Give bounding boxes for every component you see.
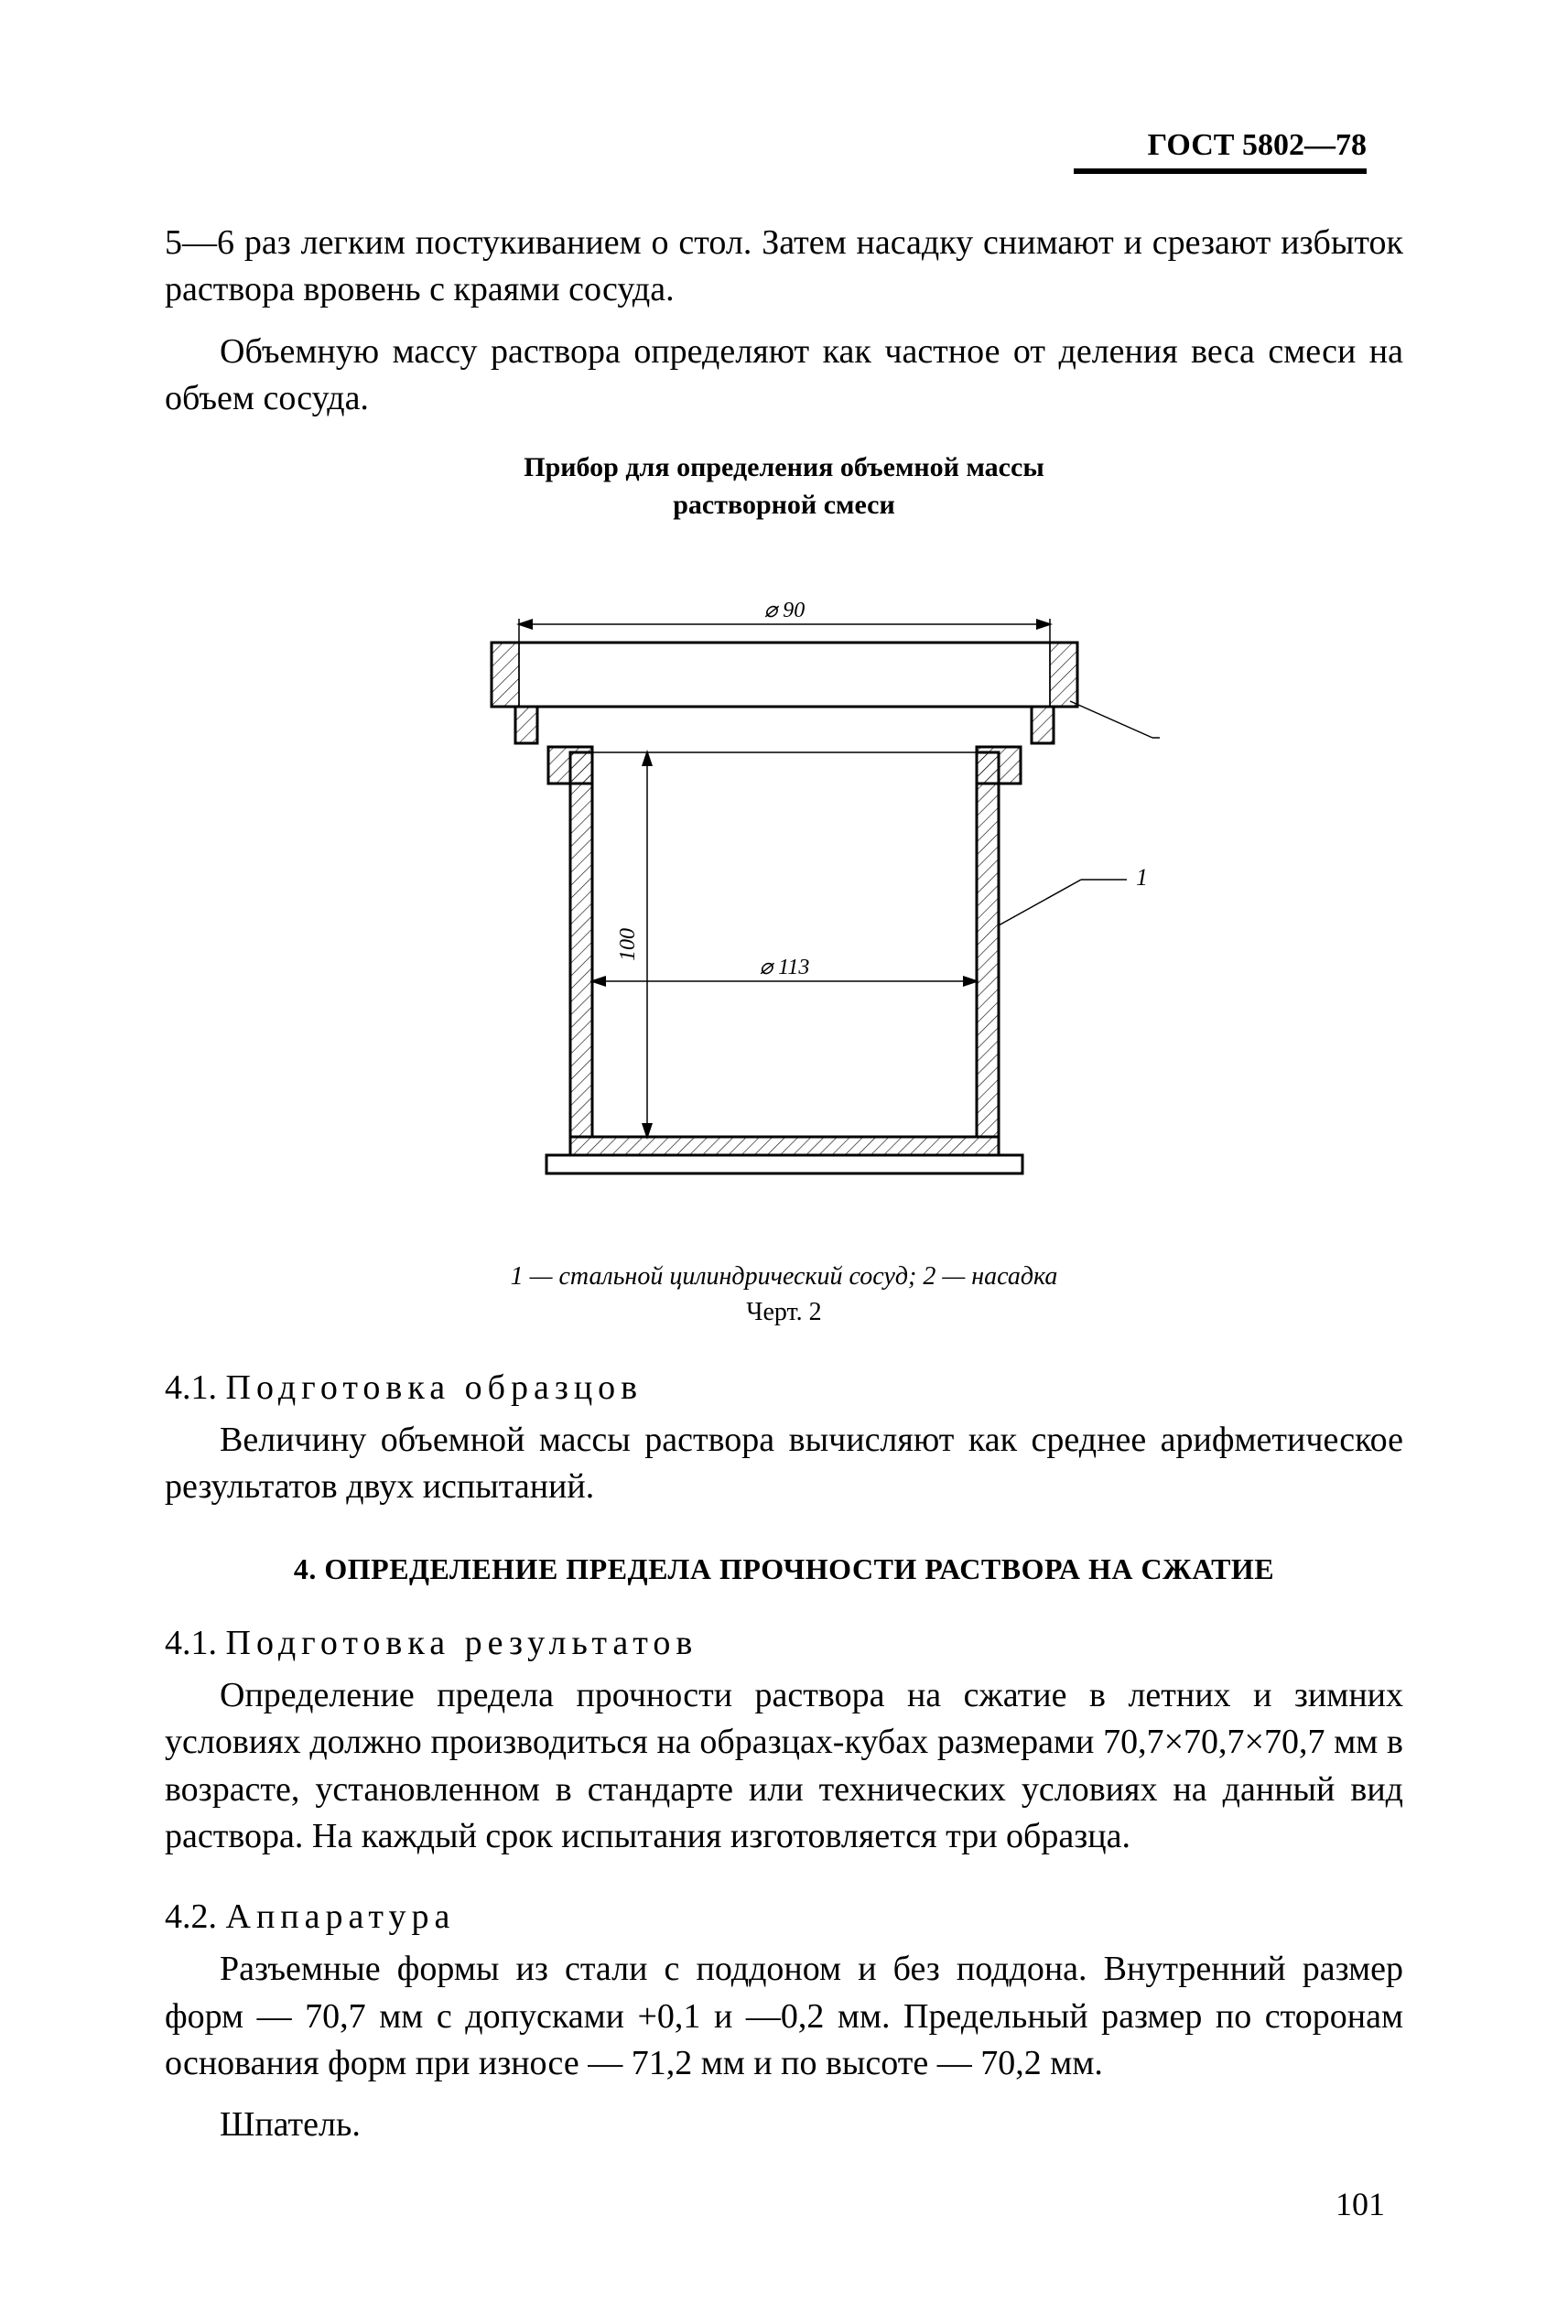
figure-title: Прибор для определения объемной массы ра… [165,449,1403,524]
svg-text:⌀ 113: ⌀ 113 [759,956,809,979]
subsection-4-2-title: Аппаратура [226,1897,456,1936]
figure-svg: ⌀ 90⌀ 11310021 [409,542,1160,1238]
header-code: ГОСТ 5802—78 [165,128,1403,163]
subsection-4-1b-num: 4.1. [165,1624,217,1662]
subsection-4-1a-num: 4.1. [165,1368,217,1407]
figure-caption: 1 — стальной цилиндрический сосуд; 2 — н… [165,1259,1403,1330]
paragraph-2-text: Объемную массу раствора определяют как ч… [165,332,1403,417]
page: ГОСТ 5802—78 5—6 раз легким постукивание… [0,0,1568,2324]
subsection-4-1b: 4.1. Подготовка результатов [165,1623,1403,1663]
figure: ⌀ 90⌀ 11310021 [165,542,1403,1242]
subsection-4-1b-title: Подготовка результатов [226,1624,698,1662]
subsection-4-1a-title: Подготовка образцов [226,1368,643,1407]
paragraph-6-text: Шпатель. [220,2105,361,2144]
section-4-heading: 4. ОПРЕДЕЛЕНИЕ ПРЕДЕЛА ПРОЧНОСТИ РАСТВОР… [165,1552,1403,1586]
figure-caption-number: Черт. 2 [746,1298,821,1326]
paragraph-6: Шпатель. [165,2102,1403,2148]
figure-title-line2: растворной смеси [673,490,895,520]
figure-caption-parts: 1 — стальной цилиндрический сосуд; 2 — н… [511,1262,1058,1291]
figure-title-line1: Прибор для определения объемной массы [524,452,1044,482]
header-rule [1074,168,1367,174]
paragraph-1: 5—6 раз легким постукиванием о стол. Зат… [165,220,1403,314]
paragraph-2: Объемную массу раствора определяют как ч… [165,329,1403,423]
page-number: 101 [1336,2185,1385,2223]
paragraph-4: Определение предела прочности раствора н… [165,1672,1403,1860]
svg-text:100: 100 [616,928,640,961]
svg-text:1: 1 [1136,864,1148,891]
paragraph-5-text: Разъемные формы из стали с поддоном и бе… [165,1950,1403,2082]
subsection-4-2-num: 4.2. [165,1897,217,1936]
paragraph-3: Величину объемной массы раствора вычисля… [165,1417,1403,1511]
subsection-4-1a: 4.1. Подготовка образцов [165,1367,1403,1408]
subsection-4-2: 4.2. Аппаратура [165,1897,1403,1937]
paragraph-5: Разъемные формы из стали с поддоном и бе… [165,1946,1403,2087]
svg-text:⌀ 90: ⌀ 90 [763,599,804,622]
paragraph-3-text: Величину объемной массы раствора вычисля… [165,1421,1403,1506]
paragraph-4-text: Определение предела прочности раствора н… [165,1676,1403,1855]
